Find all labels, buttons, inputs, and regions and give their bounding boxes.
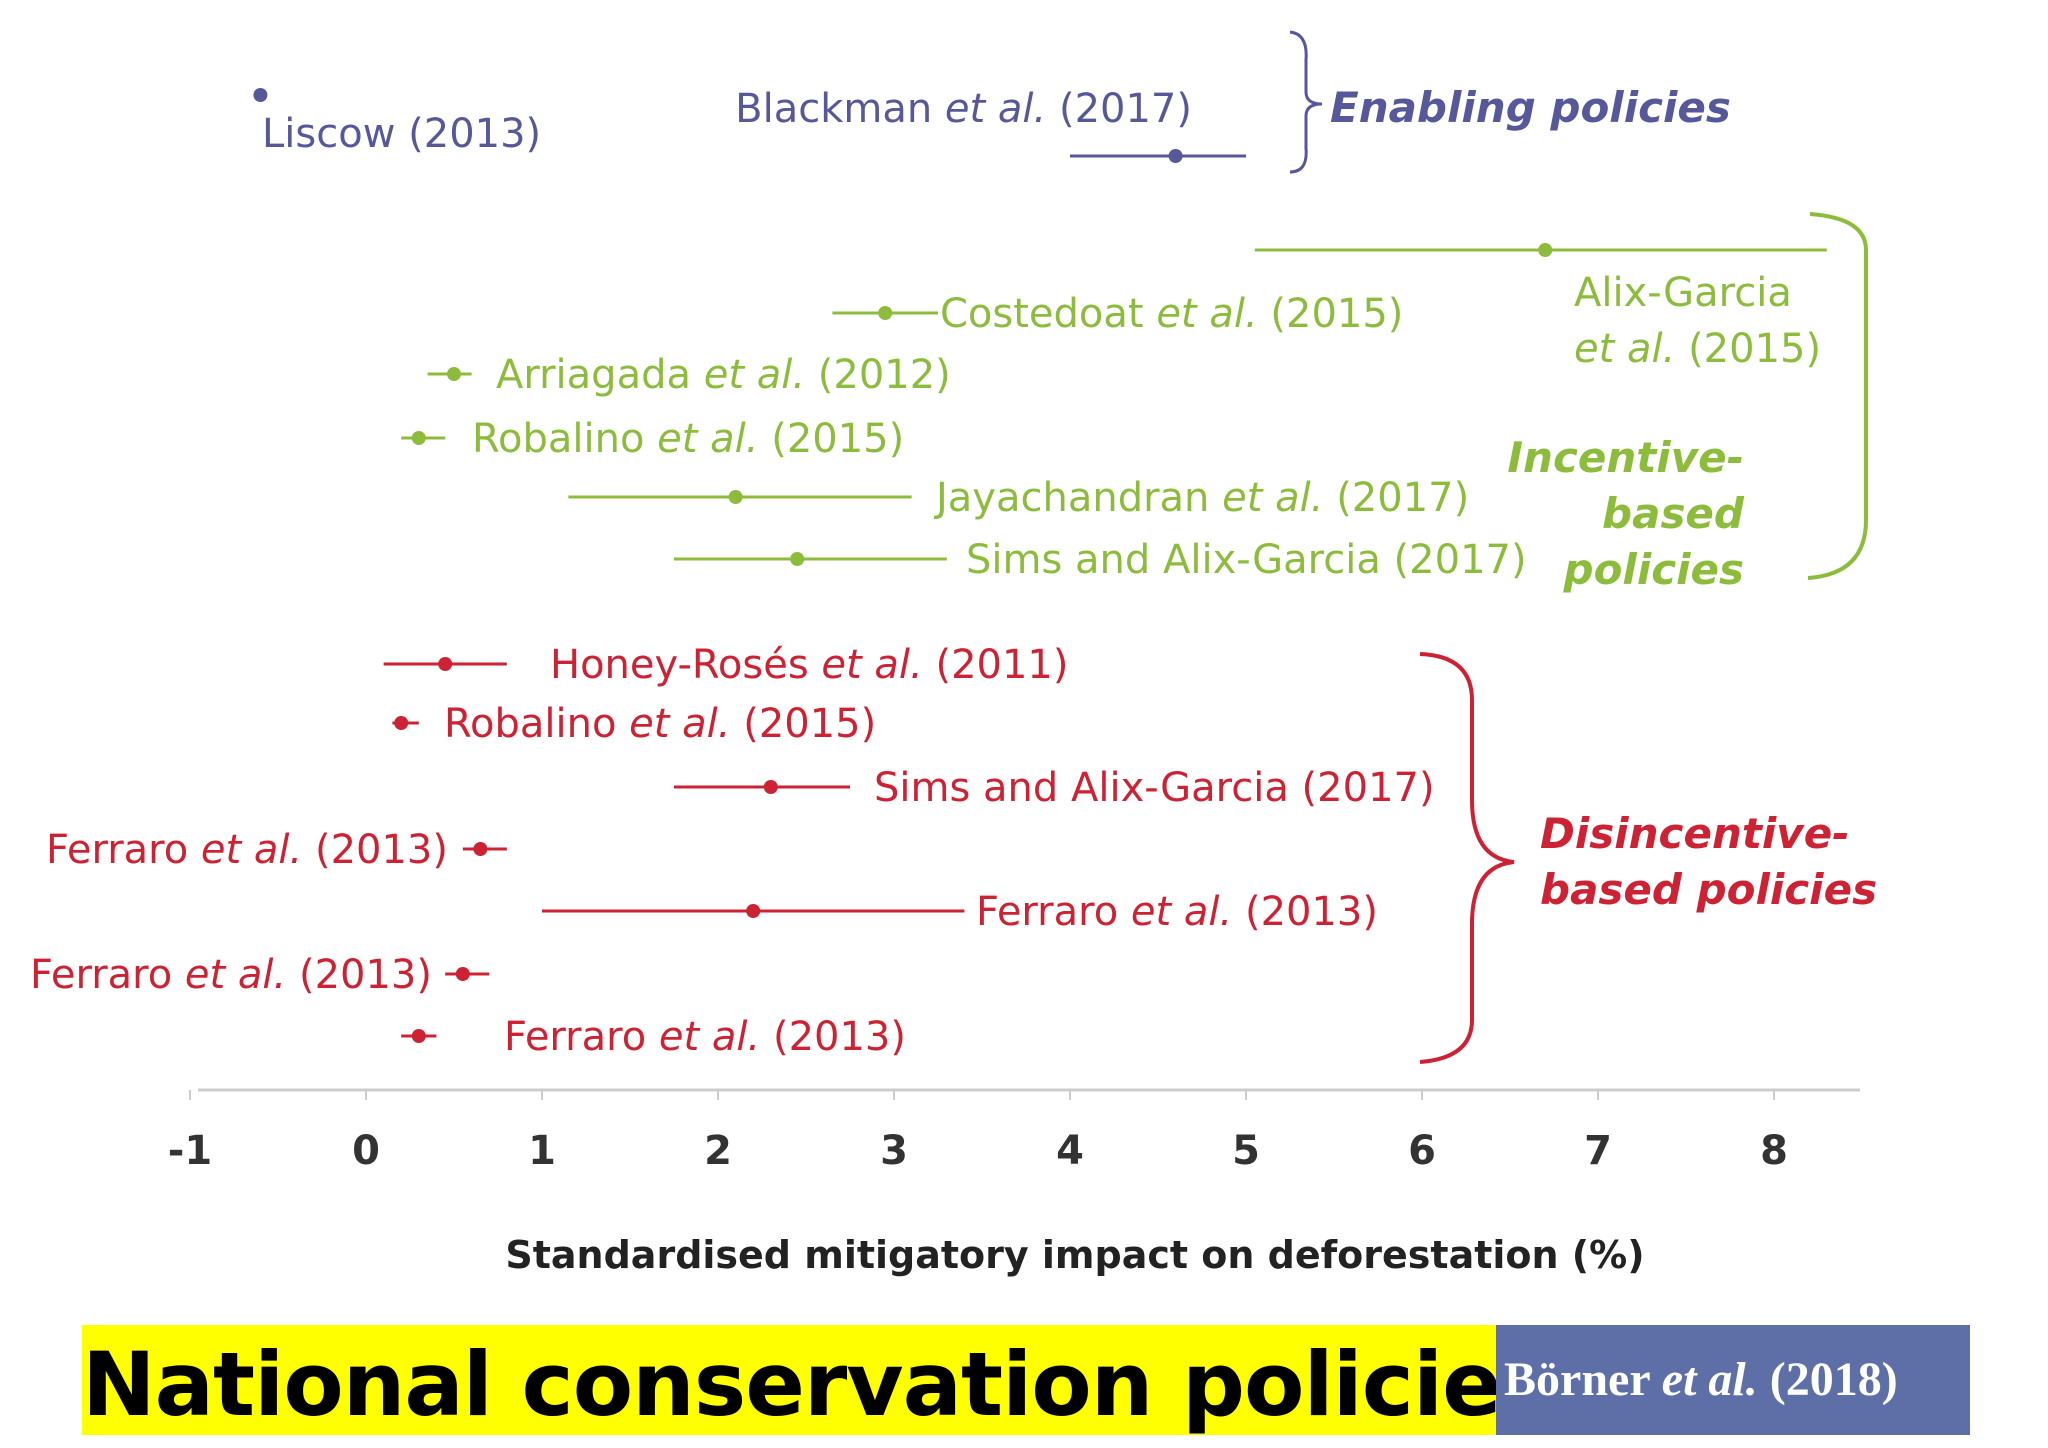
slide-title: National conservation policies [82,1333,1502,1435]
study-label-enabling: Blackman et al. (2017) [735,86,1192,132]
footer-citation-banner: Börner et al. (2018) [1496,1325,1970,1435]
x-tick-label: -1 [168,1128,212,1174]
x-tick-label: 3 [880,1128,908,1174]
point-estimate-incentive [411,431,426,445]
point-estimate-disincentive [394,716,409,730]
group-label-disincentive: Disincentive- [1540,809,1850,858]
study-label-enabling: Liscow (2013) [262,111,541,157]
study-label-disincentive: Ferraro et al. (2013) [504,1014,906,1060]
point-estimate-incentive [447,367,461,381]
x-axis-label: Standardised mitigatory impact on defore… [505,1233,1644,1277]
point-estimate-incentive [878,306,893,320]
citation-author: Börner [1504,1353,1662,1406]
citation-etal: et al. [1661,1353,1758,1406]
x-tick-label: 1 [528,1128,556,1174]
forest-plot: Liscow (2013) Blackman et al. (2017) Alix-… [30,30,1877,1277]
point-estimate-incentive [1538,243,1553,257]
disincentive-brace [1419,652,1515,1064]
enabling-brace [1289,30,1323,174]
study-label-disincentive: Ferraro et al. (2013) [976,889,1378,935]
study-label-disincentive: Honey-Rosés et al. (2011) [550,642,1068,688]
citation: Börner et al. (2018) [1504,1352,1898,1407]
point-estimate-enabling [253,88,268,102]
study-label-incentive: Arriagada et al. (2012) [496,352,951,398]
group-label-disincentive: based policies [1540,865,1877,914]
group-label-incentive: policies [1563,545,1745,594]
point-estimate-incentive [728,490,743,504]
study-label-incentive: et al. (2015) [1574,326,1821,372]
point-estimate-disincentive [473,842,488,856]
group-label-incentive: Incentive- [1507,433,1744,482]
point-estimate-disincentive [746,904,761,918]
point-estimate-enabling [1168,149,1183,163]
point-estimate-disincentive [411,1029,426,1043]
point-estimate-disincentive [763,780,778,794]
point-estimate-disincentive [438,657,453,671]
point-estimate-incentive [790,552,805,566]
x-tick-label: 8 [1760,1128,1788,1174]
footer-title-banner: National conservation policies [82,1325,1502,1435]
study-label-incentive: Alix-Garcia [1574,270,1792,316]
x-tick-label: 2 [704,1128,732,1174]
study-label-incentive: Robalino et al. (2015) [472,416,904,462]
x-tick-label: 0 [352,1128,380,1174]
study-label-incentive: Sims and Alix-Garcia (2017) [966,537,1527,583]
study-label-disincentive: Ferraro et al. (2013) [30,952,432,998]
x-tick-label: 5 [1232,1128,1260,1174]
point-estimate-disincentive [455,967,470,981]
group-label-incentive: based [1602,489,1745,538]
x-tick-label: 6 [1408,1128,1436,1174]
group-label-enabling: Enabling policies [1330,83,1731,132]
incentive-brace [1807,212,1868,580]
study-label-disincentive: Robalino et al. (2015) [444,701,876,747]
study-label-disincentive: Ferraro et al. (2013) [46,827,448,873]
x-tick-label: 4 [1056,1128,1084,1174]
study-label-disincentive: Sims and Alix-Garcia (2017) [874,765,1435,811]
study-label-incentive: Jayachandran et al. (2017) [933,475,1469,521]
x-tick-label: 7 [1584,1128,1612,1174]
citation-year: (2018) [1757,1353,1898,1406]
study-label-incentive: Costedoat et al. (2015) [940,291,1403,337]
